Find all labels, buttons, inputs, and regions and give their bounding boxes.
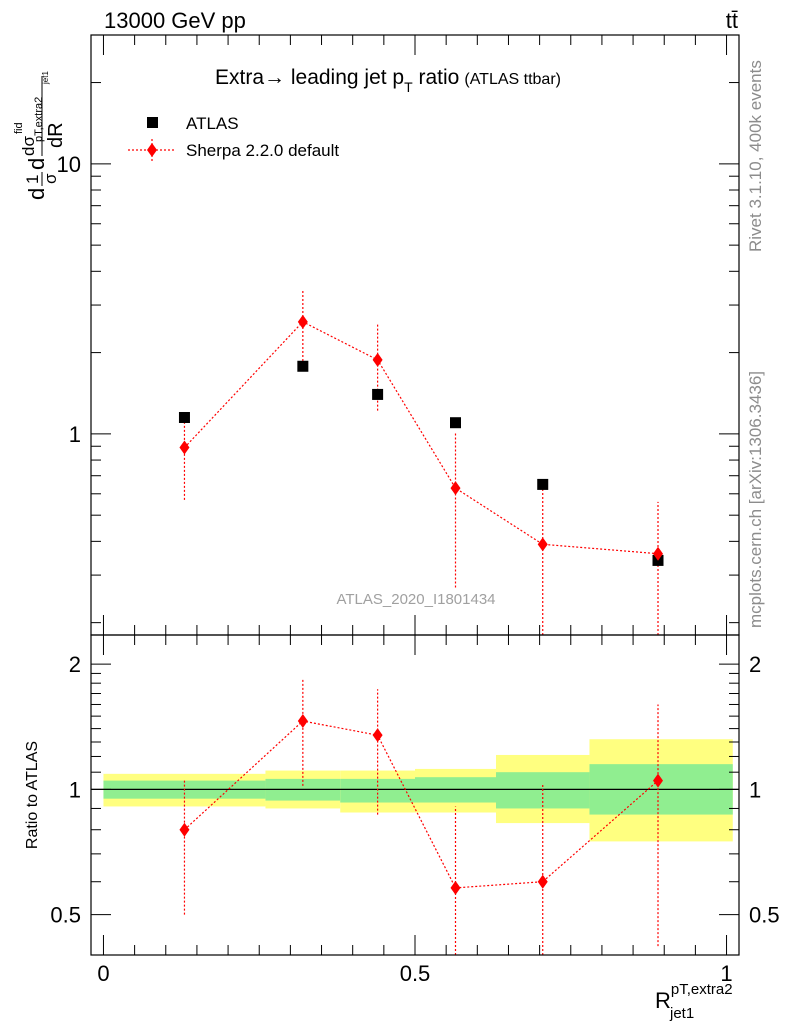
atlas-point — [537, 478, 549, 490]
ratio-mc-point — [537, 874, 548, 889]
ratio-mc-point — [179, 822, 190, 837]
main-ytick-label: 10 — [57, 152, 81, 177]
mc-point — [450, 481, 461, 496]
chart-title: Extra→ leading jet pT ratio (ATLAS ttbar) — [215, 66, 561, 95]
ratio-ytick-label: 0.5 — [50, 903, 81, 928]
legend-mc-label: Sherpa 2.2.0 default — [186, 141, 339, 160]
svg-text:dR: dR — [45, 122, 67, 148]
svg-text:jet1: jet1 — [41, 71, 50, 85]
mc-point — [372, 352, 383, 367]
rivet-label: Rivet 3.1.10, 400k events — [746, 60, 765, 252]
main-ticks: 1 10 — [57, 34, 739, 635]
atlas-point — [178, 411, 190, 423]
mcplots-label: mcplots.cern.ch [arXiv:1306.3436] — [746, 371, 765, 628]
analysis-id: ATLAS_2020_I1801434 — [336, 591, 495, 608]
mc-point — [653, 546, 663, 561]
legend-atlas-label: ATLAS — [186, 114, 239, 133]
x-axis-label-sub: jet1 — [669, 1005, 694, 1022]
svg-text:dσ: dσ — [19, 136, 38, 156]
ratio-bands — [103, 739, 733, 842]
legend: ATLAS Sherpa 2.2.0 default — [128, 114, 339, 161]
xtick-label: 0 — [97, 961, 109, 986]
legend-atlas-marker — [147, 117, 158, 128]
main-series — [178, 290, 664, 635]
ratio-mc-point — [653, 773, 663, 788]
mc-point — [297, 314, 308, 329]
ratio-ytick-label: 2 — [69, 652, 81, 677]
svg-text:σ: σ — [41, 173, 60, 184]
ratio-ylabel: Ratio to ATLAS — [24, 741, 41, 849]
xtick-label: 1 — [720, 961, 732, 986]
ratio-mc-line — [184, 720, 659, 889]
header-right: tt̄ — [726, 8, 738, 33]
atlas-point — [372, 388, 384, 400]
mc-point — [179, 440, 190, 455]
atlas-point — [297, 360, 309, 372]
main-ytick-label: 1 — [69, 422, 81, 447]
legend-mc-marker — [147, 143, 157, 157]
svg-text:fid: fid — [13, 122, 25, 134]
ratio-mc-point — [297, 714, 308, 729]
main-panel: 1 10 — [57, 34, 740, 636]
mc-line — [184, 321, 659, 555]
main-ylabel: d 1 σ d dσ fid pT,extra2 jet1 dR — [13, 71, 67, 200]
xtick-label: 0.5 — [400, 961, 431, 986]
ratio-ytick-label-right: 0.5 — [749, 903, 780, 928]
ratio-series — [179, 679, 663, 955]
svg-text:d: d — [24, 188, 49, 200]
ratio-mc-point — [372, 728, 383, 743]
x-axis-label: RpT,extra2 — [655, 981, 733, 1013]
ratio-ytick-label: 1 — [69, 777, 81, 802]
svg-text:1: 1 — [23, 175, 42, 184]
mc-point — [537, 537, 548, 552]
atlas-point — [450, 417, 461, 429]
ratio-frame — [90, 634, 740, 956]
svg-text:pT,extra2: pT,extra2 — [33, 97, 45, 142]
header-left: 13000 GeV pp — [104, 8, 246, 33]
ratio-mc-point — [450, 880, 461, 895]
ratio-ytick-label-right: 1 — [749, 777, 761, 802]
svg-text:d: d — [24, 158, 49, 170]
ratio-ytick-label-right: 2 — [749, 652, 761, 677]
ratio-ticks: 0.5 0.5 1 1 2 2 0 0.5 1 — [50, 635, 780, 986]
band-inner — [340, 778, 415, 803]
ratio-panel: 0.5 0.5 1 1 2 2 0 0.5 1 — [50, 634, 780, 986]
